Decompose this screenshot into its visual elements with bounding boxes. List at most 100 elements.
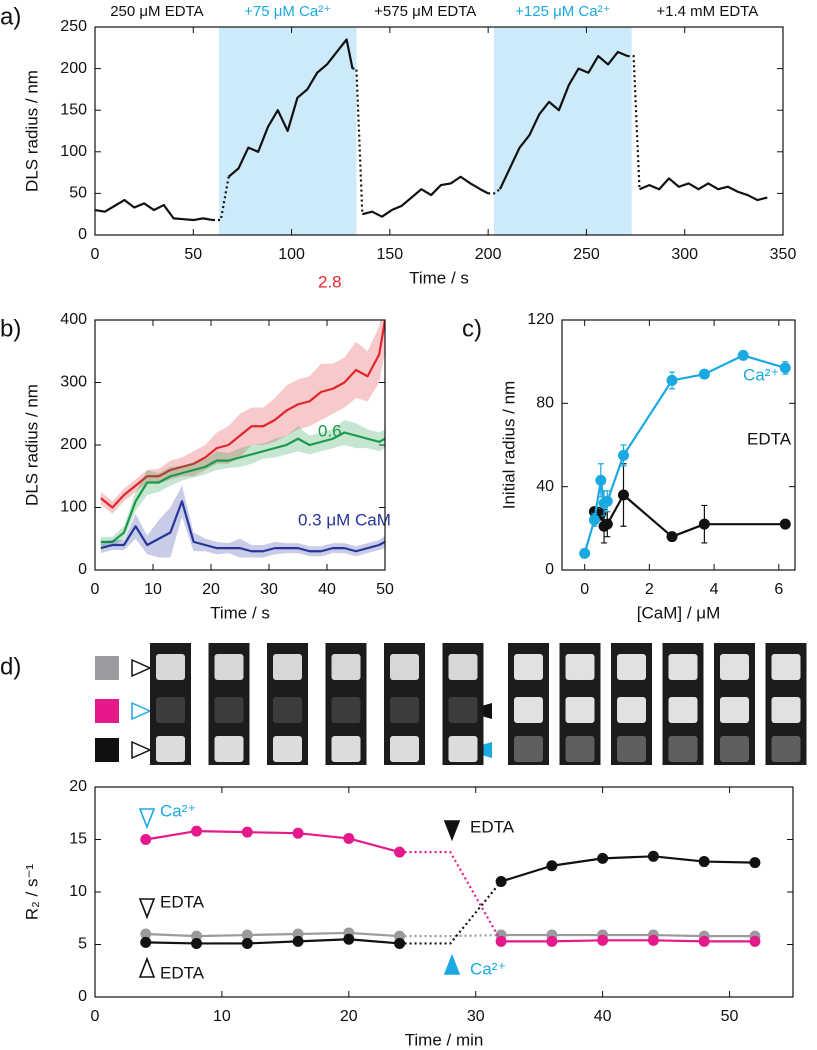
series-label: 2.8 [318, 272, 342, 291]
series-label: 0.6 [318, 421, 342, 440]
marker [394, 846, 406, 858]
x-tick-label: 20 [202, 581, 220, 598]
x-tick-label: 6 [774, 581, 783, 598]
marker [595, 474, 607, 486]
mri-sample [771, 736, 801, 762]
triangle [131, 658, 152, 678]
y-tick-label: 200 [60, 436, 87, 453]
mri-sample [617, 654, 646, 680]
y-tick-label: 0 [78, 561, 87, 578]
y-tick-label: 5 [78, 936, 87, 953]
gap-connector [399, 880, 502, 945]
gap-connector [627, 55, 641, 190]
x-tick-label: 2 [645, 581, 654, 598]
x-axis-label: Time / min [405, 1030, 484, 1049]
triangle [138, 898, 156, 920]
marker [698, 935, 710, 947]
marker [546, 935, 558, 947]
legend-swatch [95, 738, 119, 762]
mri-sample [214, 736, 244, 762]
panel-label: c) [462, 315, 482, 342]
marker [579, 547, 591, 559]
marker [140, 936, 152, 948]
series-line [100, 431, 385, 543]
y-tick-label: 100 [60, 143, 87, 160]
annotation: Ca²⁺ [160, 801, 196, 820]
mri-sample [514, 697, 543, 723]
mri-sample [668, 654, 698, 680]
x-tick-label: 0 [91, 581, 100, 598]
y-axis-label: Initial radius / nm [499, 381, 518, 510]
x-tick-label: 30 [467, 1008, 485, 1025]
mri-sample [273, 736, 302, 762]
annotation: EDTA [160, 892, 205, 911]
marker [140, 928, 152, 940]
mri-sample [565, 697, 595, 723]
marker [698, 518, 710, 530]
plot-area [579, 349, 791, 559]
marker [343, 832, 355, 844]
mri-sample [273, 697, 302, 723]
mri-sample [720, 736, 749, 762]
series-label: 0.3 μM CaM [298, 510, 391, 529]
x-tick-label: 350 [770, 246, 797, 263]
y-axis-label: DLS radius / nm [22, 384, 41, 506]
annotation: +125 μM Ca²⁺ [515, 3, 610, 20]
error-band [100, 320, 385, 514]
marker [394, 937, 406, 949]
marker [241, 929, 253, 941]
series-line [145, 855, 755, 945]
mri-sample [390, 736, 419, 762]
gap-connector [488, 188, 501, 195]
panel-label: b) [0, 315, 21, 342]
x-tick-label: 4 [710, 581, 719, 598]
mri-sample [514, 736, 543, 762]
marker [647, 934, 659, 946]
x-axis-label: [CaM] / μM [637, 603, 720, 622]
y-tick-label: 300 [60, 374, 87, 391]
series-line [100, 320, 385, 509]
x-axis-label: Time / s [409, 268, 469, 287]
x-tick-label: 300 [671, 246, 698, 263]
error-band [100, 420, 385, 547]
x-tick-label: 50 [376, 581, 394, 598]
x-tick-label: 40 [594, 1008, 612, 1025]
series-line [145, 830, 755, 943]
marker [698, 856, 710, 868]
triangle [138, 956, 156, 978]
y-tick-label: 0 [78, 988, 87, 1005]
mri-sample [214, 654, 244, 680]
marker [140, 834, 152, 845]
plot-frame [561, 319, 796, 571]
marker [597, 852, 609, 864]
panel-label: a) [0, 3, 21, 30]
panel-label: d) [0, 653, 21, 680]
x-tick-label: 250 [573, 246, 600, 263]
y-tick-label: 10 [69, 883, 87, 900]
y-tick-label: 0 [78, 226, 87, 243]
mri-sample [390, 697, 419, 723]
mri-sample [448, 736, 478, 762]
series-line [145, 931, 755, 938]
mri-sample [771, 697, 801, 723]
mri-sample [331, 654, 361, 680]
marker [588, 514, 600, 526]
x-tick-label: 200 [475, 246, 502, 263]
mri-sample [771, 654, 801, 680]
y-tick-label: 400 [60, 311, 87, 328]
mri-sample [448, 697, 478, 723]
triangle [131, 701, 152, 721]
marker [666, 374, 678, 386]
marker [601, 518, 613, 530]
marker [617, 489, 629, 501]
marker [749, 857, 761, 869]
mri-sample [720, 654, 749, 680]
mri-sample [668, 736, 698, 762]
error-band [100, 485, 385, 558]
marker [292, 827, 304, 839]
marker [647, 850, 659, 862]
annotation: EDTA [470, 817, 515, 836]
legend-swatch [95, 699, 119, 723]
x-tick-label: 0 [580, 581, 589, 598]
